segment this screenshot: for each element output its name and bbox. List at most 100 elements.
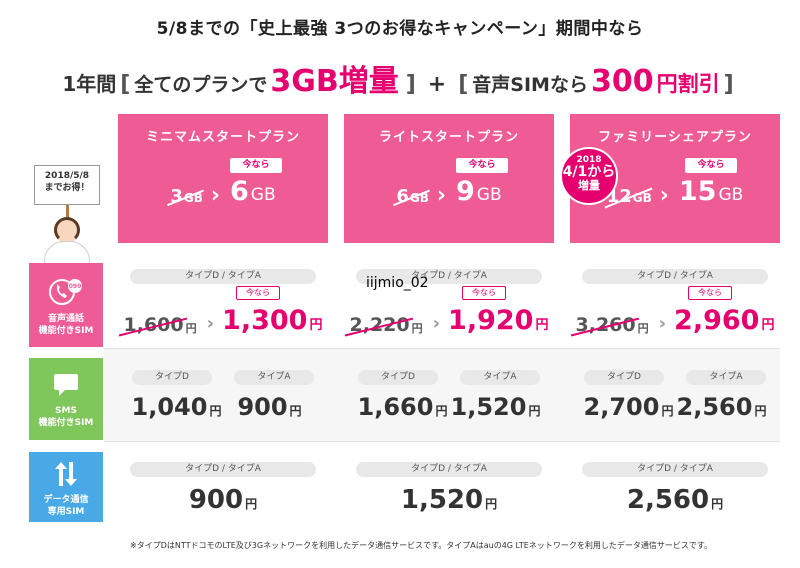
chevron-right-icon: › bbox=[206, 313, 215, 334]
type-a-pill: タイプA bbox=[460, 370, 540, 385]
promo-bracket-close-2: ] bbox=[723, 72, 734, 97]
watermark-label: iijmio_02 bbox=[366, 275, 429, 291]
data-price-family: タイプD / タイプA 2,560 円 bbox=[570, 462, 780, 515]
plan-card-light: ライトスタートプラン 6GB › 今なら 9 GB bbox=[344, 114, 554, 243]
type-pill: タイプD / タイプA bbox=[130, 269, 316, 284]
yen-unit: 円 bbox=[309, 318, 323, 333]
badge-increase: 増量 bbox=[578, 179, 600, 193]
data-price-light: タイプD / タイプA 1,520 円 bbox=[344, 462, 554, 515]
phone-icon: 090 bbox=[49, 279, 82, 305]
new-price-wrap: 今なら 1,920 円 bbox=[448, 286, 548, 336]
new-gb: 今なら 6 GB bbox=[229, 158, 282, 207]
yen-unit: 円 bbox=[637, 322, 649, 335]
row-label-sms-sim: SMS 機能付きSIM bbox=[29, 358, 103, 440]
type-d-price: 1,040 円 bbox=[131, 393, 222, 421]
sms-price-row: 2,700 円 2,560 円 bbox=[570, 393, 780, 421]
yen-unit: 円 bbox=[761, 318, 775, 333]
yen-unit: 円 bbox=[411, 322, 423, 335]
now-tag: 今なら bbox=[229, 158, 282, 173]
row-label-data-sim: データ通信 専用SIM bbox=[29, 452, 103, 522]
sms-price-light: タイプD タイプA 1,660 円 1,520 円 bbox=[344, 370, 554, 421]
sms-price-family: タイプD タイプA 2,700 円 2,560 円 bbox=[570, 370, 780, 421]
now-tag: 今なら bbox=[462, 286, 507, 300]
new-price: 1,300 bbox=[222, 305, 308, 336]
type-pill: タイプD / タイプA bbox=[130, 462, 316, 477]
sms-type-pills: タイプD タイプA bbox=[570, 370, 780, 385]
type-pill: タイプD / タイプA bbox=[356, 269, 542, 284]
mascot-sign-date: 2018/5/8 bbox=[44, 171, 90, 181]
plan-name: ミニマムスタートプラン bbox=[145, 130, 300, 145]
row-label-line2: 機能付きSIM bbox=[38, 418, 94, 429]
voice-price-row: 2,220 円 › 今なら 1,920 円 bbox=[344, 286, 554, 336]
type-d-price: 1,660 円 bbox=[357, 393, 448, 421]
promo-3gb: 3GB増量 bbox=[267, 56, 403, 100]
row-label-line2: 専用SIM bbox=[47, 507, 85, 518]
new-price-wrap: 今なら 2,960 円 bbox=[674, 286, 775, 336]
promo-banner: 1年間 [ 全てのプランで 3GB増量 ] + [ 音声SIMなら 300 円割… bbox=[0, 56, 800, 100]
type-a-pill: タイプA bbox=[686, 370, 766, 385]
row-label-line2: 機能付きSIM bbox=[38, 326, 94, 337]
footnote: ※タイプDはNTTドコモのLTE及び3Gネットワークを利用したデータ通信サービス… bbox=[130, 541, 713, 550]
type-d-pill: タイプD bbox=[584, 370, 664, 385]
svg-text:090: 090 bbox=[69, 283, 82, 290]
row-divider bbox=[104, 441, 780, 442]
row-label-voice-sim: 090 音声通話 機能付きSIM bbox=[29, 263, 103, 347]
new-price-wrap: 今なら 1,300 円 bbox=[222, 286, 323, 336]
now-tag: 今なら bbox=[455, 158, 508, 173]
chevron-right-icon: › bbox=[436, 183, 446, 208]
old-price: 2,220 bbox=[349, 314, 410, 336]
type-pill: タイプD / タイプA bbox=[356, 462, 542, 477]
chevron-right-icon: › bbox=[210, 183, 220, 208]
campaign-headline: 5/8までの「史上最強 3つのお得なキャンペーン」期間中なら bbox=[156, 19, 644, 39]
badge-year: 2018 bbox=[576, 155, 602, 165]
sms-type-pills: タイプD タイプA bbox=[344, 370, 554, 385]
promo-bracket-close: ] bbox=[405, 72, 416, 97]
data-price-minimum: タイプD / タイプA 900 円 bbox=[118, 462, 328, 515]
voice-price-minimum: タイプD / タイプA 1,600 円 › 今なら 1,300 円 bbox=[118, 269, 328, 336]
type-d-pill: タイプD bbox=[358, 370, 438, 385]
old-gb: 6GB bbox=[396, 186, 429, 207]
data-price: 1,520 円 bbox=[400, 485, 498, 515]
new-price: 1,920 bbox=[448, 305, 534, 336]
type-pill: タイプD / タイプA bbox=[582, 462, 768, 477]
plan-name: ライトスタートプラン bbox=[378, 130, 519, 145]
sms-price-row: 1,660 円 1,520 円 bbox=[344, 393, 554, 421]
voice-price-row: 3,260 円 › 今なら 2,960 円 bbox=[570, 286, 780, 336]
sms-type-pills: タイプD タイプA bbox=[118, 370, 328, 385]
data-price: 900 円 bbox=[188, 485, 258, 515]
gb-row: 3GB › 今なら 6 GB bbox=[118, 158, 328, 208]
old-gb: 3GB bbox=[170, 186, 203, 207]
old-price: 1,600 bbox=[123, 314, 184, 336]
sms-row-band bbox=[104, 349, 780, 441]
promo-bracket-open-2: [ bbox=[458, 72, 469, 97]
new-gb: 今なら 9 GB bbox=[455, 158, 508, 207]
new-price: 2,960 bbox=[674, 305, 760, 336]
mascot-illustration: 2018/5/8 までお得！ bbox=[30, 165, 108, 265]
promo-plus: + bbox=[427, 72, 447, 97]
sms-price-row: 1,040 円 900 円 bbox=[118, 393, 328, 421]
mascot-sign-stick bbox=[66, 205, 69, 227]
badge-date: 4/1から bbox=[562, 164, 616, 181]
voice-price-family: タイプD / タイプA 3,260 円 › 今なら 2,960 円 bbox=[570, 269, 780, 336]
gb-row: 6GB › 今なら 9 GB bbox=[344, 158, 554, 208]
chevron-right-icon: › bbox=[432, 313, 441, 334]
row-label-line1: データ通信 bbox=[43, 495, 89, 505]
row-label-line1: SMS bbox=[55, 406, 77, 416]
sms-price-minimum: タイプD タイプA 1,040 円 900 円 bbox=[118, 370, 328, 421]
increase-date-badge: 2018 4/1から 増量 bbox=[560, 147, 618, 205]
plan-card-minimum: ミニマムスタートプラン 3GB › 今なら 6 GB bbox=[118, 114, 328, 243]
promo-yen-discount: 円割引 bbox=[656, 72, 720, 96]
promo-voice-sim: 音声SIMなら bbox=[472, 74, 588, 96]
old-price: 3,260 bbox=[575, 314, 636, 336]
type-d-pill: タイプD bbox=[132, 370, 212, 385]
data-row-band bbox=[104, 442, 780, 524]
now-tag: 今なら bbox=[685, 158, 738, 173]
updown-arrows-icon bbox=[55, 462, 77, 486]
now-tag: 今なら bbox=[236, 286, 281, 300]
now-tag: 今なら bbox=[688, 286, 733, 300]
chevron-right-icon: › bbox=[659, 183, 669, 208]
promo-period: 1年間 bbox=[62, 72, 117, 96]
mascot-body bbox=[44, 241, 90, 265]
mascot-sign-text: までお得！ bbox=[44, 182, 90, 193]
promo-bracket-open: [ bbox=[120, 72, 131, 97]
